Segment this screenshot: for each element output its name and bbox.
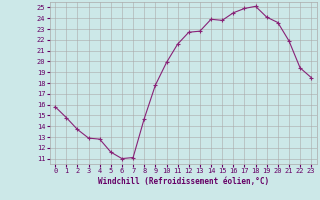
X-axis label: Windchill (Refroidissement éolien,°C): Windchill (Refroidissement éolien,°C) bbox=[98, 177, 269, 186]
